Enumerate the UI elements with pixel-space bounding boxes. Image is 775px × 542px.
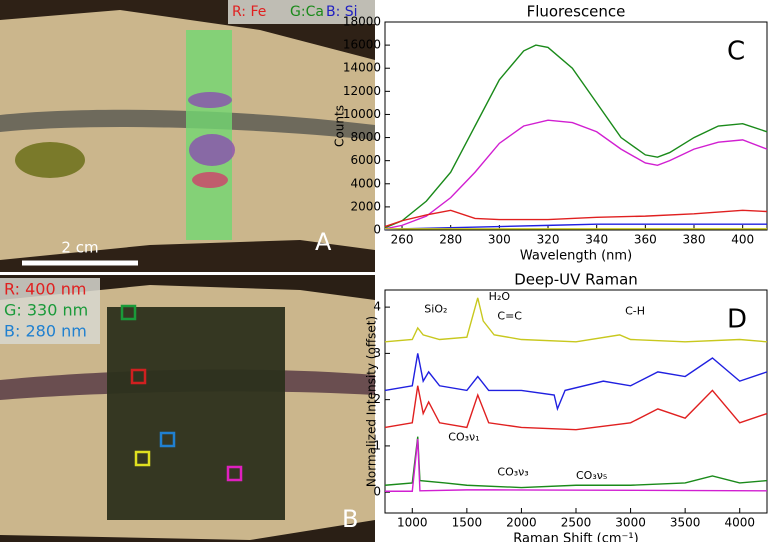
roi-square [134, 450, 151, 467]
x-tick-label: 2500 [561, 516, 592, 530]
y-tick-label: 16000 [343, 38, 381, 52]
y-tick-label: 3 [373, 346, 381, 360]
panel-a [0, 0, 375, 272]
y-tick-label: 0 [373, 223, 381, 237]
x-tick-label: 3500 [670, 516, 701, 530]
annotation: CO₃ν₅ [576, 469, 607, 482]
x-tick-label: 320 [537, 233, 560, 247]
x-axis-label: Raman Shift (cm⁻¹) [513, 532, 638, 542]
panel-b [0, 275, 375, 542]
x-tick-label: 4000 [724, 516, 755, 530]
data-line [384, 119, 768, 230]
roi-square [120, 304, 137, 321]
plot-frame [384, 21, 768, 231]
panel-label: C [727, 37, 745, 67]
legend-entry: B: Si [326, 4, 358, 20]
data-line [384, 436, 768, 489]
panel-label: B [342, 505, 358, 533]
annotation: CO₃ν₁ [448, 431, 479, 444]
scale-label: 2 cm [61, 239, 98, 257]
data-line [385, 438, 768, 492]
y-tick-label: 1 [373, 438, 381, 452]
rock-patch [15, 142, 85, 178]
roi-square [159, 431, 176, 448]
annotation: H₂O [489, 290, 511, 303]
x-axis-label: Wavelength (nm) [520, 249, 632, 264]
chart-title: Deep-UV Raman [514, 271, 638, 289]
y-tick-label: 2000 [350, 199, 381, 213]
legend-entry: R: Fe [232, 4, 266, 20]
panel-label: A [315, 228, 332, 256]
y-axis-label: Counts [333, 105, 347, 147]
y-tick-label: 12000 [343, 84, 381, 98]
y-tick-label: 8000 [350, 130, 381, 144]
x-tick-label: 2000 [506, 516, 537, 530]
x-tick-label: 380 [683, 233, 706, 247]
y-tick-label: 0 [373, 485, 381, 499]
legend-entry: G: 330 nm [4, 301, 88, 320]
y-tick-label: 6000 [350, 153, 381, 167]
x-tick-label: 1500 [452, 516, 483, 530]
y-tick-label: 14000 [343, 61, 381, 75]
data-line [384, 297, 768, 343]
legend-box [0, 278, 100, 344]
legend-entry: R: 400 nm [4, 280, 86, 299]
data-line [384, 353, 768, 412]
x-tick-label: 260 [391, 233, 414, 247]
data-line [384, 44, 768, 229]
x-tick-label: 360 [634, 233, 657, 247]
x-tick-label: 3000 [615, 516, 646, 530]
chart-title: Fluorescence [527, 3, 626, 21]
legend-box [228, 0, 375, 24]
roi-square [130, 368, 147, 385]
annotation: C=C [497, 309, 522, 322]
map-blob [188, 92, 232, 108]
data-line [384, 209, 768, 228]
legend-entry: B: 280 nm [4, 322, 87, 341]
x-tick-label: 1000 [397, 516, 428, 530]
y-tick-label: 4000 [350, 176, 381, 190]
map-region [107, 307, 285, 520]
annotation: CO₃ν₃ [497, 466, 528, 479]
y-tick-label: 18000 [343, 15, 381, 29]
x-tick-label: 400 [731, 233, 754, 247]
data-line [384, 385, 768, 431]
map-blob [189, 134, 235, 166]
annotation: SiO₂ [424, 302, 447, 315]
x-tick-label: 280 [439, 233, 462, 247]
y-tick-label: 10000 [343, 107, 381, 121]
legend-entry: G:Ca [290, 4, 324, 20]
x-tick-label: 300 [488, 233, 511, 247]
annotation: C-H [625, 305, 645, 318]
x-tick-label: 340 [585, 233, 608, 247]
y-axis-label: Normalized Intensity (offset) [365, 316, 379, 487]
panel-label: D [727, 305, 747, 335]
map-blob [192, 172, 228, 188]
roi-square [226, 465, 243, 482]
y-tick-label: 4 [373, 300, 381, 314]
y-tick-label: 2 [373, 392, 381, 406]
